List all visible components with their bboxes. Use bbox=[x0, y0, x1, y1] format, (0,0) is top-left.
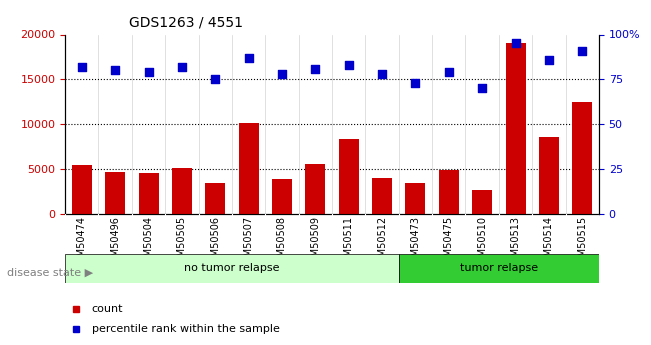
Text: GDS1263 / 4551: GDS1263 / 4551 bbox=[129, 15, 243, 29]
Text: no tumor relapse: no tumor relapse bbox=[184, 263, 280, 273]
Bar bbox=[539, 137, 559, 214]
Text: GSM50515: GSM50515 bbox=[577, 216, 587, 269]
Point bbox=[77, 64, 87, 70]
Point bbox=[410, 80, 421, 86]
Text: GSM50511: GSM50511 bbox=[344, 216, 353, 269]
Text: count: count bbox=[92, 304, 123, 314]
Text: GSM50512: GSM50512 bbox=[377, 216, 387, 269]
Bar bbox=[305, 164, 326, 214]
Point bbox=[143, 69, 154, 75]
Text: GSM50507: GSM50507 bbox=[243, 216, 254, 269]
Point bbox=[176, 64, 187, 70]
Point bbox=[377, 71, 387, 77]
Text: percentile rank within the sample: percentile rank within the sample bbox=[92, 324, 280, 334]
Bar bbox=[139, 172, 159, 214]
Point bbox=[577, 48, 587, 53]
Text: tumor relapse: tumor relapse bbox=[460, 263, 538, 273]
Point bbox=[277, 71, 287, 77]
Bar bbox=[339, 139, 359, 214]
Text: GSM50509: GSM50509 bbox=[311, 216, 320, 269]
Bar bbox=[238, 123, 258, 214]
Text: disease state ▶: disease state ▶ bbox=[7, 268, 92, 277]
Point bbox=[344, 62, 354, 68]
Text: GSM50506: GSM50506 bbox=[210, 216, 220, 269]
Point bbox=[243, 55, 254, 61]
Point bbox=[210, 77, 221, 82]
Text: GSM50504: GSM50504 bbox=[143, 216, 154, 269]
Bar bbox=[572, 102, 592, 214]
Bar bbox=[105, 172, 125, 214]
Bar bbox=[272, 179, 292, 214]
FancyBboxPatch shape bbox=[398, 254, 599, 283]
Point bbox=[477, 86, 488, 91]
Text: GSM50505: GSM50505 bbox=[177, 216, 187, 269]
Text: GSM50475: GSM50475 bbox=[444, 216, 454, 269]
Point bbox=[443, 69, 454, 75]
Bar bbox=[172, 168, 192, 214]
Point bbox=[310, 66, 320, 71]
Text: GSM50473: GSM50473 bbox=[410, 216, 421, 269]
Text: GSM50514: GSM50514 bbox=[544, 216, 554, 269]
Point bbox=[110, 68, 120, 73]
Point bbox=[510, 41, 521, 46]
Bar bbox=[439, 170, 459, 214]
Text: GSM50474: GSM50474 bbox=[77, 216, 87, 269]
Point bbox=[544, 57, 554, 62]
Bar bbox=[372, 178, 392, 214]
Bar bbox=[72, 166, 92, 214]
Bar bbox=[472, 190, 492, 214]
Bar bbox=[505, 43, 525, 214]
Bar bbox=[406, 183, 425, 214]
Bar bbox=[205, 184, 225, 214]
Text: GSM50513: GSM50513 bbox=[510, 216, 521, 269]
Text: GSM50496: GSM50496 bbox=[110, 216, 120, 269]
Text: GSM50510: GSM50510 bbox=[477, 216, 487, 269]
Text: GSM50508: GSM50508 bbox=[277, 216, 287, 269]
FancyBboxPatch shape bbox=[65, 254, 398, 283]
